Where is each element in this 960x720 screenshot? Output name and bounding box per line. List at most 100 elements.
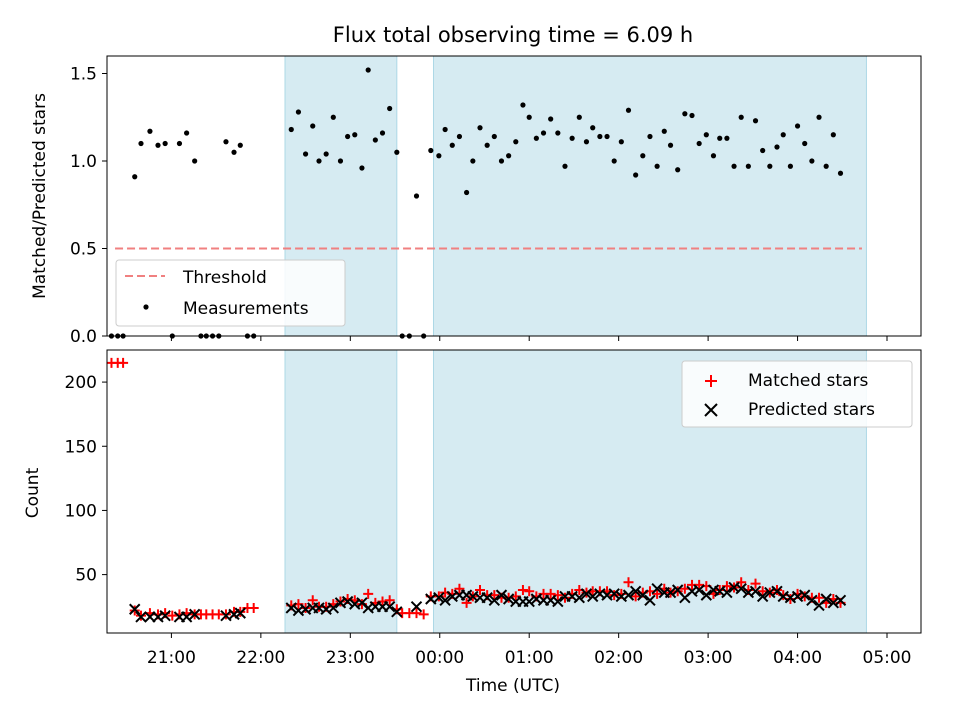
measurement-point [147,128,153,134]
measurement-point [717,135,723,141]
predicted-stars-point [573,591,586,604]
legend-measurements-label: Measurements [183,299,309,319]
measurement-point [470,158,476,164]
measurement-point [428,147,434,154]
predicted-stars-point [820,593,832,605]
measurement-point [513,139,519,145]
predicted-stars-point [495,589,508,601]
legend-predicted-swatch [704,403,718,417]
count-y-ticks: 50 100 150 200 [65,373,107,586]
predicted-stars-point [285,602,297,614]
observing-interval-1 [432,55,867,337]
measurement-point [295,109,302,115]
matched-stars-point [461,597,472,608]
measurement-point [738,114,744,120]
measurement-point [323,151,329,157]
predicted-stars-point [523,595,535,608]
count-y-axis-label: Count [23,467,43,518]
legend-matched-label: Matched stars [748,371,868,391]
legend-matched-swatch [705,375,717,387]
y-tick-label: 150 [65,437,97,457]
measurement-point [780,132,786,138]
measurement-point [667,142,674,148]
measurement-point [302,151,309,157]
predicted-stars-point [383,600,396,613]
measurement-point [155,142,161,148]
x-axis-label: Time (UTC) [465,676,560,696]
predicted-stars-point [651,583,663,595]
measurement-point [365,67,371,73]
measurement-point [633,172,639,178]
measurement-point [310,123,316,129]
measurement-point [611,158,617,164]
predicted-stars-point [433,591,445,604]
predicted-stars-point [735,583,747,595]
measurement-point [731,163,737,169]
legend-measurements-swatch [143,304,149,310]
measurement-point [498,158,505,164]
predicted-stars-point [481,591,493,604]
measurement-point [654,163,660,169]
measurement-point [394,149,400,155]
x-tick-label: 05:00 [863,648,912,668]
y-tick-label: 50 [75,566,97,586]
measurement-point [569,135,575,141]
measurement-point [442,126,448,133]
measurement-point [689,112,695,119]
measurement-point [379,130,386,136]
measurement-point [337,158,344,164]
predicted-stars-point [391,606,403,618]
matched-stars-point [118,357,129,368]
measurement-point [661,128,667,134]
measurement-point [184,130,190,136]
predicted-stars-point [180,611,193,623]
ratio-x-ticks [170,336,888,341]
predicted-stars-point [129,603,141,615]
measurement-point [352,132,358,138]
predicted-stars-point [622,589,635,601]
predicted-stars-point [234,607,246,619]
predicted-stars-point [188,608,201,621]
predicted-stars-point [834,594,847,606]
ratio-y-ticks: 0.0 0.5 1.0 1.5 [70,65,107,347]
measurement-point [138,140,144,147]
measurement-point [491,133,497,140]
measurement-point [625,107,632,113]
predicted-stars-point [664,586,677,599]
measurement-point [413,193,420,199]
measurement-point [449,142,455,148]
measurement-point [533,135,539,141]
measurement-point [794,123,801,129]
measurement-point [767,163,773,169]
measurement-point [816,114,822,120]
measurement-point [223,139,229,145]
matched-stars-point [630,591,641,602]
y-tick-label: 1.5 [70,65,97,85]
measurement-point [597,133,603,140]
measurement-point [555,130,561,136]
x-tick-label: 02:00 [594,648,643,668]
measurement-point [387,105,393,112]
predicted-stars-point [135,611,147,623]
y-tick-label: 1.0 [70,152,97,172]
measurement-point [724,135,730,141]
matched-stars-point [623,577,634,588]
predicted-stars-point [806,594,818,606]
y-tick-label: 200 [65,373,97,393]
predicted-stars-point [502,593,515,605]
predicted-stars-point [721,586,733,599]
measurement-point [237,142,243,148]
measurement-point [787,163,794,169]
predicted-stars-point [341,595,354,608]
observing-intervals [284,55,867,337]
predicted-stars-point [749,585,762,597]
measurement-point [231,149,237,155]
ratio-legend: Threshold Measurements [115,259,346,327]
matched-stars-point [475,585,486,596]
count-legend-box [681,360,913,428]
predicted-stars-point [439,594,451,606]
measurement-point [484,142,490,148]
predicted-stars-point [587,590,599,603]
predicted-stars-point [629,585,642,597]
matched-stars-point [411,608,422,619]
